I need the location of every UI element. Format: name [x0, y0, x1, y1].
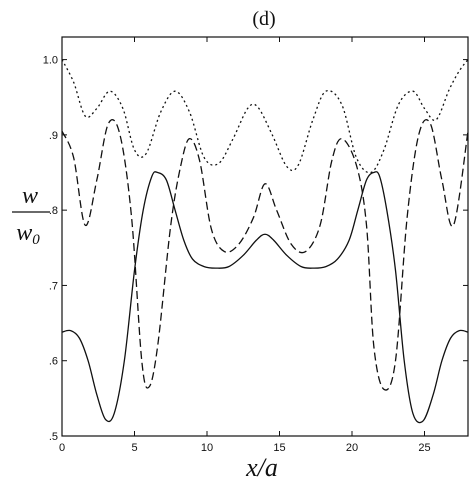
series-line-solid — [61, 171, 469, 424]
y-axis-label-denominator: w0 — [16, 220, 40, 248]
x-tick-label: 25 — [418, 442, 430, 454]
y-tick-label: 1.0 — [43, 55, 58, 67]
x-tick-label: 0 — [59, 442, 65, 454]
y-tick-label: .6 — [49, 356, 58, 368]
chart-title: (d) — [252, 8, 275, 30]
y-tick-label: .5 — [49, 431, 58, 443]
y-axis-label: w w0 — [12, 183, 50, 248]
y-axis-label-numerator: w — [22, 183, 38, 209]
x-tick-label: 20 — [346, 442, 358, 454]
x-tick-label: 15 — [273, 442, 285, 454]
plot-area — [61, 36, 469, 437]
series-line-dashed — [61, 119, 469, 391]
y-tick-label: .9 — [49, 130, 58, 142]
y-tick-label: .7 — [49, 280, 58, 292]
series-line-dotted — [61, 59, 469, 174]
x-tick-label: 5 — [131, 442, 137, 454]
x-tick-label: 10 — [201, 442, 213, 454]
y-tick-label: .8 — [49, 205, 58, 217]
tick-layer: 0 5 10 15 20 25 .5 .6 .7 .8 .9 1.0 — [43, 37, 468, 454]
x-axis-label: x/a — [245, 453, 278, 482]
plot-frame — [61, 36, 469, 437]
series-layer — [61, 59, 469, 424]
